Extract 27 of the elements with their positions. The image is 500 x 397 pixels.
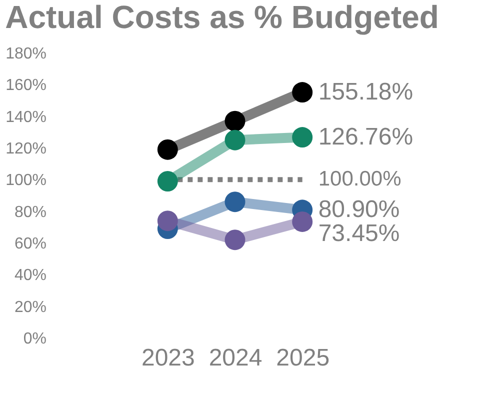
data-label: 155.18%	[318, 78, 414, 106]
y-tick-label: 160%	[6, 77, 46, 94]
chart-title: Actual Costs as % Budgeted	[5, 0, 439, 35]
y-tick-label: 20%	[14, 298, 46, 316]
y-tick-label: 0%	[23, 330, 46, 348]
point	[292, 211, 313, 232]
x-tick-label: 2024	[208, 344, 262, 372]
ref-line-label: 100.00%	[318, 168, 402, 191]
point	[157, 171, 178, 192]
y-tick-label: 120%	[6, 140, 46, 158]
y-tick-label: 180%	[6, 46, 46, 62]
y-tick-label: 140%	[6, 108, 46, 126]
data-label: 126.76%	[318, 123, 414, 150]
point	[224, 192, 246, 212]
x-tick-label: 2023	[141, 344, 195, 372]
point	[292, 127, 313, 148]
y-tick-label: 40%	[14, 267, 46, 284]
y-tick-label: 80%	[14, 204, 46, 221]
point	[292, 82, 313, 103]
point	[224, 130, 246, 150]
x-tick-label: 2025	[276, 344, 330, 372]
point	[224, 110, 246, 132]
point	[224, 230, 246, 250]
y-tick-label: 100%	[6, 172, 46, 190]
y-tick-label: 60%	[14, 236, 46, 252]
point	[157, 210, 178, 232]
point	[157, 139, 178, 160]
